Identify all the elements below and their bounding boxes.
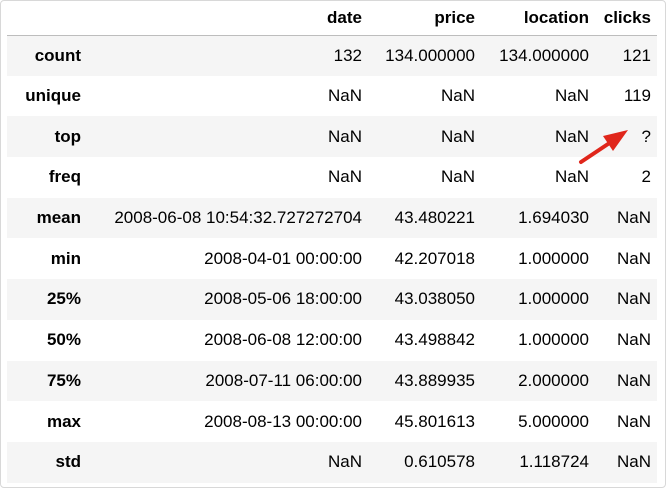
cell-clicks: NaN [616,452,651,472]
cell-date: NaN [327,167,362,187]
cell-price: 43.498842 [394,330,475,350]
cell-date: 2008-06-08 10:54:32.727272704 [114,208,362,228]
cell-clicks: 2 [641,167,651,187]
cell-location: 1.118724 [519,452,589,472]
index-header [7,1,87,36]
cell-location: 1.000000 [518,248,589,268]
cell-price: 43.480221 [394,208,475,228]
cell-date: 2008-05-06 18:00:00 [204,289,362,309]
row-label: count [34,45,81,65]
cell-clicks: NaN [616,330,651,350]
cell-date: NaN [327,86,362,106]
column-header-price: price [368,1,481,36]
cell-clicks: 121 [622,45,651,65]
column-header-location: location [481,1,595,36]
column-header-date: date [87,1,368,36]
table-row-25pct: 25% 2008-05-06 18:00:00 43.038050 1.0000… [7,279,657,320]
cell-price: NaN [440,86,475,106]
table-row-std: std NaN 0.610578 1.118724 NaN [7,441,657,483]
cell-price: 43.038050 [394,289,475,309]
cell-location: NaN [554,126,589,146]
cell-price: NaN [440,126,475,146]
table-row-freq: freq NaN NaN NaN 2 [7,157,657,198]
row-label: 50% [46,330,81,350]
cell-clicks: NaN [616,370,651,390]
cell-clicks: NaN [616,248,651,268]
cell-location: 1.000000 [518,289,589,309]
cell-clicks: 119 [623,86,651,106]
row-label: unique [25,86,81,106]
cell-location: 134.000000 [499,45,589,65]
cell-clicks: ? [641,126,651,146]
row-label: 25% [46,289,81,309]
cell-price: 43.889935 [394,370,475,390]
column-header-clicks: clicks [595,1,657,36]
cell-price: 134.000000 [385,45,475,65]
cell-clicks: NaN [616,208,651,228]
row-label: max [46,411,81,431]
describe-table: date price location clicks count 132 134… [7,1,657,483]
cell-date: NaN [327,126,362,146]
cell-location: 1.000000 [518,330,589,350]
cell-date: 2008-08-13 00:00:00 [204,411,362,431]
table-row-mean: mean 2008-06-08 10:54:32.727272704 43.48… [7,197,657,239]
header-row: date price location clicks [7,1,657,36]
cell-price: 45.801613 [394,411,475,431]
table-row-top: top NaN NaN NaN ? [7,116,657,158]
cell-clicks: NaN [616,289,651,309]
table-row-count: count 132 134.000000 134.000000 121 [7,35,657,76]
table-row-min: min 2008-04-01 00:00:00 42.207018 1.0000… [7,238,657,279]
cell-location: 2.000000 [518,370,589,390]
row-label: freq [48,167,81,187]
cell-location: 1.694030 [518,208,589,228]
row-label: mean [36,208,81,228]
table-row-unique: unique NaN NaN NaN 119 [7,76,657,117]
cell-date: 2008-06-08 12:00:00 [204,330,362,350]
row-label: 75% [46,370,81,390]
table-row-max: max 2008-08-13 00:00:00 45.801613 5.0000… [7,401,657,442]
cell-price: 42.207018 [394,248,475,268]
cell-location: NaN [554,86,589,106]
cell-location: NaN [554,167,589,187]
cell-location: 5.000000 [518,411,589,431]
row-label: std [55,452,82,472]
row-label: top [54,126,81,146]
table-row-75pct: 75% 2008-07-11 06:00:00 43.889935 2.0000… [7,360,657,402]
cell-date: 132 [333,45,362,65]
cell-price: NaN [440,167,475,187]
cell-clicks: NaN [616,411,651,431]
table-row-50pct: 50% 2008-06-08 12:00:00 43.498842 1.0000… [7,320,657,361]
cell-date: 2008-04-01 00:00:00 [204,248,362,268]
cell-date: 2008-07-11 06:00:00 [205,370,362,390]
cell-date: NaN [327,452,362,472]
cell-price: 0.610578 [404,452,475,472]
row-label: min [50,248,81,268]
